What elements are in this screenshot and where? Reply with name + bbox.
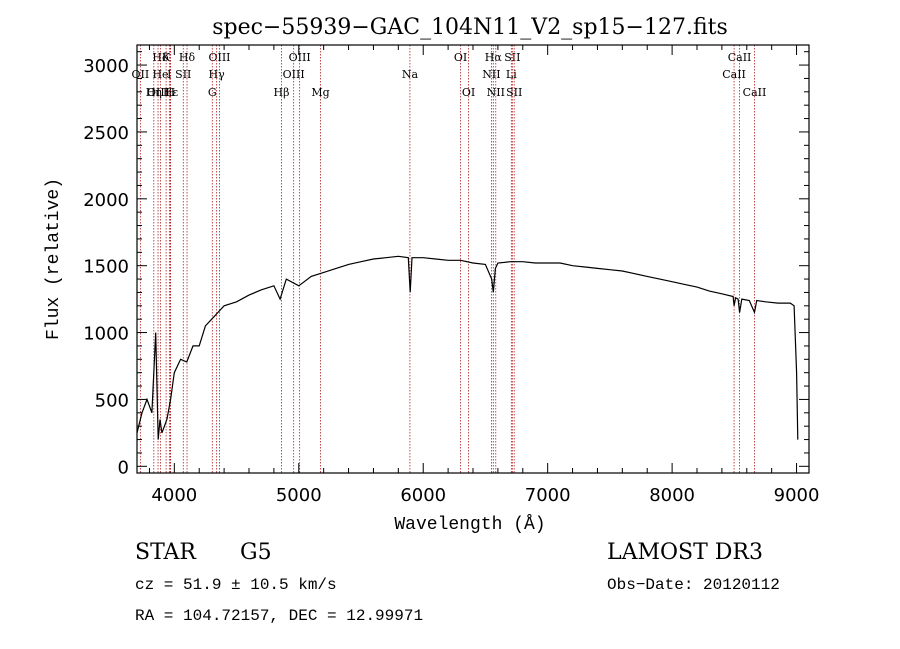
line-marker-label: Hα (485, 51, 503, 64)
spectrum-line (136, 255, 799, 440)
y-tick-label: 0 (118, 457, 129, 478)
x-axis: 4000 5000 6000 7000 8000 9000 (148, 45, 820, 506)
line-marker-label: Hγ (209, 68, 226, 81)
object-subclass: G5 (240, 540, 272, 565)
line-marker-label: Hε (163, 86, 179, 99)
line-marker-label: NII (482, 68, 500, 81)
line-marker-label: Li (506, 68, 517, 81)
line-marker-label: OIII (208, 51, 230, 64)
line-marker-label: SII (504, 51, 520, 64)
redshift-text: cz = 51.9 ± 10.5 km/s (135, 576, 337, 594)
x-tick-label: 5000 (276, 485, 322, 506)
line-marker-label: Na (402, 68, 419, 81)
line-marker-label: NII (487, 86, 505, 99)
line-marker-label: I (167, 68, 171, 81)
line-marker-label: CaII (743, 86, 767, 99)
x-tick-label: 4000 (151, 485, 197, 506)
line-marker-label: OII (132, 68, 150, 81)
line-marker-label: Mg (311, 86, 329, 99)
y-tick-label: 2000 (83, 190, 129, 211)
line-marker-label: OI (454, 51, 467, 64)
line-marker-label: Hβ (274, 86, 290, 99)
y-tick-label: 1000 (83, 324, 129, 345)
y-tick-label: 1500 (83, 257, 129, 278)
survey-name: LAMOST DR3 (607, 540, 763, 565)
y-tick-label: 500 (95, 390, 129, 411)
y-axis-label: Flux (relative) (44, 178, 64, 340)
line-marker-label: G (208, 86, 217, 99)
line-marker-label: Hδ (152, 51, 169, 64)
x-tick-label: 9000 (774, 485, 820, 506)
x-tick-label: 7000 (525, 485, 571, 506)
y-axis: 0 500 1000 1500 2000 2500 3000 (83, 51, 809, 478)
line-marker-label: Hη (146, 86, 162, 99)
line-marker-label: K (162, 51, 171, 64)
line-marker-label: SII (175, 68, 191, 81)
y-tick-label: 2500 (83, 123, 129, 144)
chart-title: spec−55939−GAC_104N11_V2_sp15−127.fits (212, 15, 728, 40)
coords-text: RA = 104.72157, DEC = 12.99971 (135, 607, 423, 625)
line-marker-label: OIII (147, 86, 169, 99)
obs-date-text: Obs−Date: 20120112 (607, 576, 780, 594)
plot-frame (136, 44, 810, 474)
line-marker-label: Hδ (179, 51, 196, 64)
y-tick-label: 3000 (83, 56, 129, 77)
line-marker-label: CaII (728, 51, 752, 64)
line-marker-label: OI (462, 86, 475, 99)
x-axis-label: Wavelength (Å) (394, 514, 545, 535)
line-marker-label: He (152, 68, 168, 81)
line-marker-label: OIII (283, 68, 305, 81)
x-tick-label: 8000 (649, 485, 695, 506)
line-marker-label: CaII (722, 68, 746, 81)
object-class: STAR (135, 540, 197, 565)
line-marker-label: H (166, 86, 176, 99)
line-marker-label: OIII (289, 51, 311, 64)
line-marker-label: SII (506, 86, 522, 99)
x-tick-label: 6000 (400, 485, 446, 506)
